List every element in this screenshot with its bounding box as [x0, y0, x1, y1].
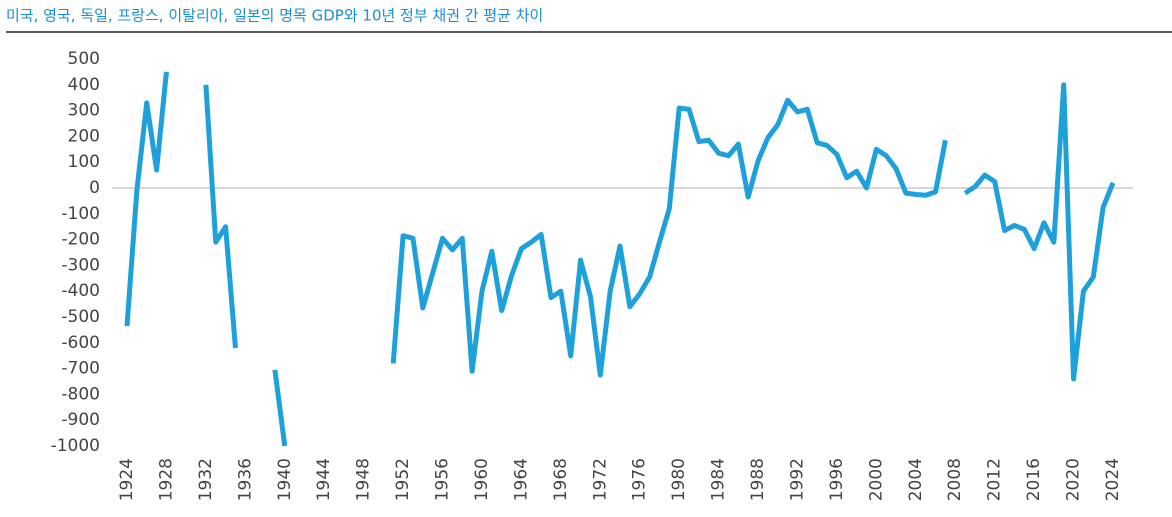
- plot-area: [124, 71, 1116, 446]
- y-tick-label: -400: [61, 281, 100, 301]
- x-tick-label: 1932: [196, 458, 216, 501]
- y-tick-label: -900: [61, 410, 100, 430]
- x-tick-label: 2000: [866, 458, 886, 501]
- x-tick-label: 1936: [235, 458, 255, 501]
- x-tick-label: 1976: [630, 458, 650, 501]
- x-tick-label: 1924: [117, 458, 137, 501]
- y-tick-label: 0: [89, 178, 100, 198]
- y-tick-label: -800: [61, 384, 100, 404]
- y-tick-label: -100: [61, 204, 100, 224]
- y-tick-label: -700: [61, 359, 100, 379]
- y-tick-label: -200: [61, 230, 100, 250]
- y-tick-label: 400: [68, 75, 100, 95]
- x-tick-label: 2008: [945, 458, 965, 501]
- x-tick-label: 1940: [275, 458, 295, 501]
- x-tick-label: 1968: [551, 458, 571, 501]
- y-tick-label: -300: [61, 255, 100, 275]
- x-tick-label: 1956: [433, 458, 453, 501]
- y-tick-label: -500: [61, 307, 100, 327]
- data-line: [124, 71, 1116, 446]
- x-tick-label: 1988: [748, 458, 768, 501]
- x-tick-label: 1928: [156, 458, 176, 501]
- y-tick-label: 500: [68, 49, 100, 69]
- y-tick-label: 300: [68, 101, 100, 121]
- y-tick-label: 200: [68, 126, 100, 146]
- x-tick-label: 1992: [787, 458, 807, 501]
- x-tick-label: 1984: [709, 458, 729, 501]
- x-tick-label: 2016: [1024, 458, 1044, 501]
- x-tick-label: 1972: [590, 458, 610, 501]
- x-tick-label: 1952: [393, 458, 413, 501]
- x-tick-label: 1980: [669, 458, 689, 501]
- x-tick-label: 2012: [985, 458, 1005, 501]
- y-tick-label: 100: [68, 152, 100, 172]
- y-tick-label: -1000: [51, 436, 100, 456]
- x-tick-label: 2024: [1103, 458, 1123, 501]
- x-tick-label: 1996: [827, 458, 847, 501]
- x-tick-label: 1964: [511, 458, 531, 501]
- x-tick-label: 1944: [314, 458, 334, 501]
- y-tick-label: -600: [61, 333, 100, 353]
- x-tick-label: 2020: [1064, 458, 1084, 501]
- chart-title: 미국, 영국, 독일, 프랑스, 이탈리아, 일본의 명목 GDP와 10년 정…: [6, 7, 543, 25]
- x-tick-label: 1948: [354, 458, 374, 501]
- x-tick-label: 1960: [472, 458, 492, 501]
- x-tick-label: 2004: [906, 458, 926, 501]
